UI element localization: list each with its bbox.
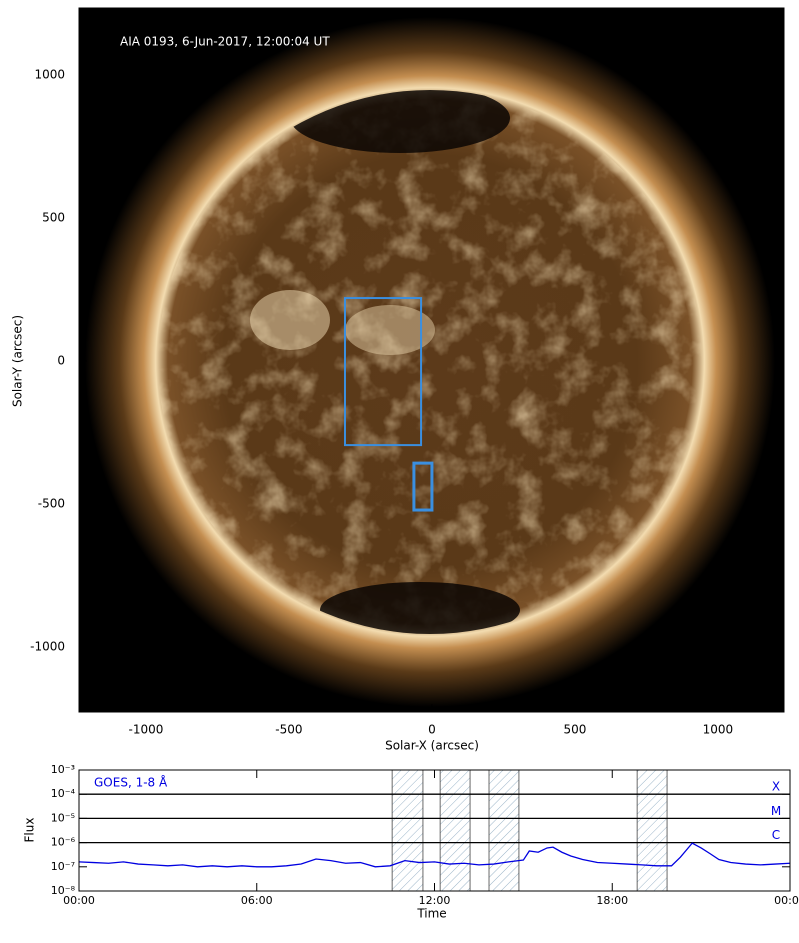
x-tick-label: 06:00 [241,894,273,907]
flux-line [78,842,791,868]
time-window [391,769,424,892]
axes-frame [78,769,791,892]
y-tick-label: 10⁻⁶ [51,836,76,849]
flare-class: X [772,780,780,794]
x-tick-label: 500 [563,723,586,737]
x-axis-label: Time [416,907,446,921]
y-tick-label: 1000 [34,67,65,81]
y-tick-label: 10⁻⁸ [51,884,76,897]
time-window [439,769,471,892]
x-tick-label: 1000 [703,723,734,737]
sun-image [85,17,775,707]
y-axis-label: Solar-Y (arcsec) [11,315,25,407]
x-tick-label: 18:00 [596,894,628,907]
y-tick-label: 10⁻³ [51,763,75,776]
y-tick-label: 10⁻⁵ [51,811,75,824]
y-tick-label: 10⁻⁷ [51,860,75,873]
x-tick-label: 00:00 [63,894,95,907]
x-axis-label: Solar-X (arcsec) [385,739,479,753]
region-box [412,461,434,512]
x-tick-label: 12:00 [419,894,451,907]
y-tick-label: 0 [57,354,65,368]
x-tick-label: 0 [428,723,436,737]
goes-annotation: GOES, 1-8 Å [94,775,168,790]
region-box [343,297,423,447]
x-tick-label: -1000 [128,723,163,737]
x-tick-label: 00:00 [774,894,799,907]
y-tick-label: 500 [42,210,65,224]
y-tick-label: -500 [38,497,65,511]
x-tick-label: -500 [275,723,302,737]
y-tick-label: 10⁻⁴ [51,787,76,800]
time-window [488,769,520,892]
y-tick-label: -1000 [30,640,65,654]
y-axis-label: Flux [23,818,37,843]
image-annotation: AIA 0193, 6-Jun-2017, 12:00:04 UT [120,35,330,49]
flare-class: M [771,804,781,818]
time-window [636,769,668,892]
flare-class: C [772,828,780,842]
